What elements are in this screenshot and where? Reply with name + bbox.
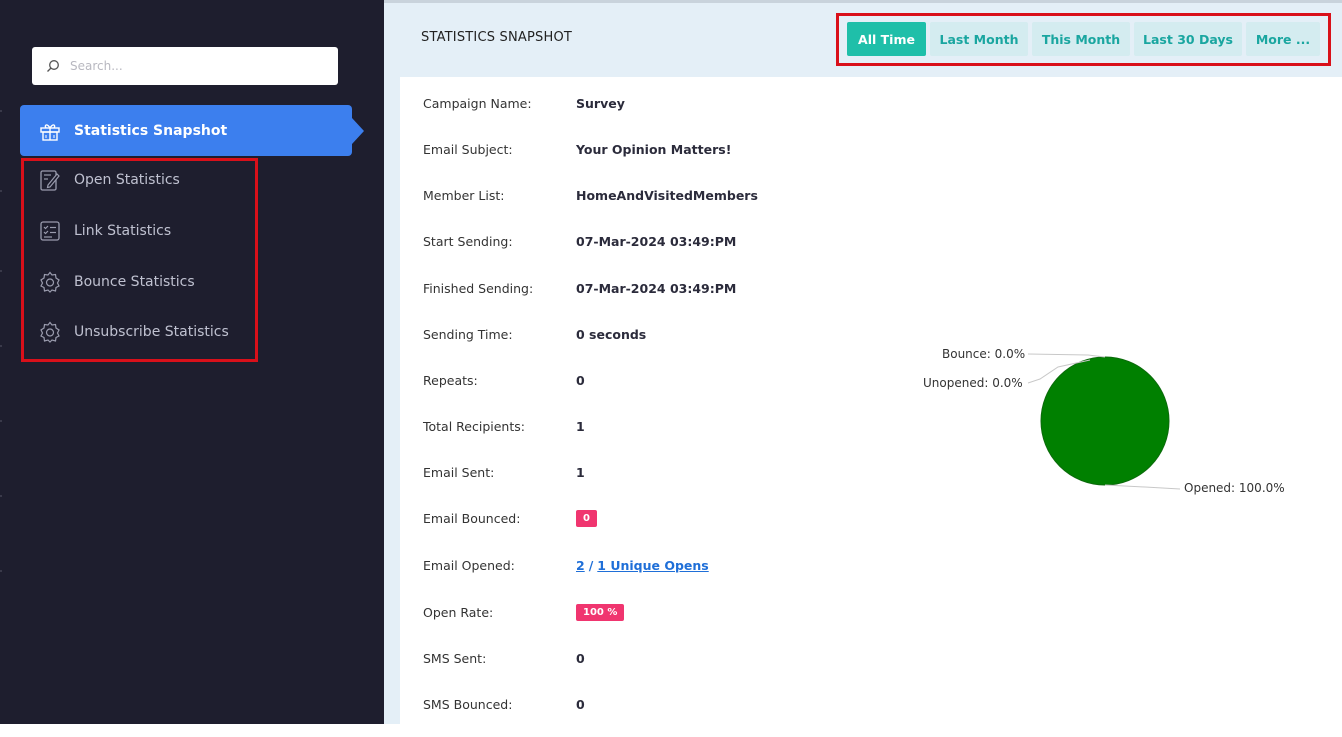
pie-label-unopened: Unopened: 0.0%: [923, 376, 1023, 390]
pie-label-opened: Opened: 100.0%: [1184, 481, 1285, 495]
status-badge: 0: [576, 509, 597, 527]
edge-mark: [0, 190, 2, 192]
filter-last-month-button[interactable]: Last Month: [930, 22, 1028, 56]
detail-row-sending-time: Sending Time: 0 seconds: [423, 324, 646, 344]
detail-label: Finished Sending:: [423, 280, 534, 296]
detail-label: SMS Bounced:: [423, 696, 513, 712]
page-title: STATISTICS SNAPSHOT: [421, 30, 573, 45]
pie-leader-opened: [1104, 484, 1181, 490]
edge-mark: [0, 270, 2, 272]
detail-row-campaign-name: Campaign Name: Survey: [423, 93, 625, 113]
separator: /: [588, 557, 594, 573]
detail-label: Repeats:: [423, 372, 478, 388]
detail-value: 0: [576, 650, 585, 666]
sidebar-item-open-statistics[interactable]: Open Statistics: [38, 160, 248, 200]
detail-label: Total Recipients:: [423, 418, 525, 434]
detail-label: Member List:: [423, 187, 505, 203]
sidebar-item-bounce-statistics[interactable]: Bounce Statistics: [38, 262, 248, 302]
detail-row-open-rate: Open Rate: 100 %: [423, 602, 625, 622]
detail-value: Your Opinion Matters!: [576, 141, 732, 157]
sidebar-item-label: Unsubscribe Statistics: [74, 324, 229, 340]
detail-row-email-opened: Email Opened: 2 / 1 Unique Opens: [423, 555, 709, 575]
edge-mark: [0, 420, 2, 422]
edge-mark: [0, 570, 2, 572]
statistics-card: Campaign Name: Survey Email Subject: You…: [400, 77, 1342, 737]
filter-all-time-button[interactable]: All Time: [847, 22, 926, 56]
detail-value: 0: [576, 696, 585, 712]
detail-row-email-bounced: Email Bounced: 0: [423, 508, 597, 528]
pie-chart: [1027, 353, 1181, 490]
detail-label: Email Opened:: [423, 557, 515, 573]
edge-mark: [0, 495, 2, 497]
detail-value: 07-Mar-2024 03:49:PM: [576, 233, 737, 249]
highlight-box: [836, 13, 1331, 66]
highlight-box: [21, 158, 258, 362]
filter-last-30-days-button[interactable]: Last 30 Days: [1134, 22, 1242, 56]
pie-slice-opened: [1040, 356, 1170, 486]
detail-value: 1: [576, 464, 585, 480]
sidebar-item-label: Open Statistics: [74, 172, 180, 188]
detail-value: HomeAndVisitedMembers: [576, 187, 758, 203]
detail-value: Survey: [576, 95, 625, 111]
detail-label: Campaign Name:: [423, 95, 532, 111]
detail-row-member-list: Member List: HomeAndVisitedMembers: [423, 185, 758, 205]
detail-label: SMS Sent:: [423, 650, 487, 666]
detail-label: Sending Time:: [423, 326, 513, 342]
detail-row-total-recipients: Total Recipients: 1: [423, 416, 585, 436]
unique-opens-link[interactable]: 1 Unique Opens: [597, 557, 709, 573]
opens-link[interactable]: 2: [576, 557, 585, 573]
detail-row-start-sending: Start Sending: 07-Mar-2024 03:49:PM: [423, 231, 736, 251]
sidebar-item-label: Statistics Snapshot: [74, 122, 228, 139]
detail-row-sms-bounced: SMS Bounced: 0: [423, 694, 585, 714]
edge-mark: [0, 110, 2, 112]
checklist-icon: [40, 221, 60, 241]
search-box: [32, 47, 338, 85]
edge-mark: [0, 345, 2, 347]
detail-row-email-sent: Email Sent: 1: [423, 462, 585, 482]
top-divider: [384, 0, 1342, 3]
detail-value: 0: [576, 372, 585, 388]
detail-label: Email Subject:: [423, 141, 513, 157]
detail-row-repeats: Repeats: 0: [423, 370, 585, 390]
pie-leader-bounce: [1027, 353, 1106, 358]
detail-label: Open Rate:: [423, 604, 494, 620]
pie-leader-unopened: [1027, 359, 1091, 384]
gear-icon: [40, 271, 60, 293]
sidebar-item-label: Link Statistics: [74, 223, 172, 239]
sidebar: Statistics Snapshot Open Statistics Link…: [0, 0, 384, 724]
detail-value: 1: [576, 418, 585, 434]
detail-value: 0 seconds: [576, 326, 647, 342]
filter-more-button[interactable]: More ...: [1246, 22, 1320, 56]
gear-icon: [40, 321, 60, 343]
edit-note-icon: [40, 170, 60, 191]
detail-row-finished-sending: Finished Sending: 07-Mar-2024 03:49:PM: [423, 278, 736, 298]
detail-label: Email Sent:: [423, 464, 495, 480]
main-content: STATISTICS SNAPSHOT All Time Last Month …: [384, 0, 1342, 737]
sidebar-item-unsubscribe-statistics[interactable]: Unsubscribe Statistics: [38, 312, 248, 352]
sidebar-item-statistics-snapshot[interactable]: Statistics Snapshot: [20, 105, 364, 156]
detail-value: 07-Mar-2024 03:49:PM: [576, 280, 737, 296]
filter-this-month-button[interactable]: This Month: [1032, 22, 1130, 56]
search-icon: [47, 60, 59, 72]
pie-label-bounce: Bounce: 0.0%: [942, 347, 1026, 361]
sidebar-item-label: Bounce Statistics: [74, 274, 195, 290]
status-badge: 100 %: [576, 603, 625, 621]
detail-label: Email Bounced:: [423, 510, 521, 526]
sidebar-item-link-statistics[interactable]: Link Statistics: [38, 211, 248, 251]
detail-row-sms-sent: SMS Sent: 0: [423, 648, 585, 668]
detail-row-email-subject: Email Subject: Your Opinion Matters!: [423, 139, 731, 159]
gift-icon: [40, 123, 60, 141]
detail-label: Start Sending:: [423, 233, 513, 249]
search-input[interactable]: [68, 58, 322, 74]
